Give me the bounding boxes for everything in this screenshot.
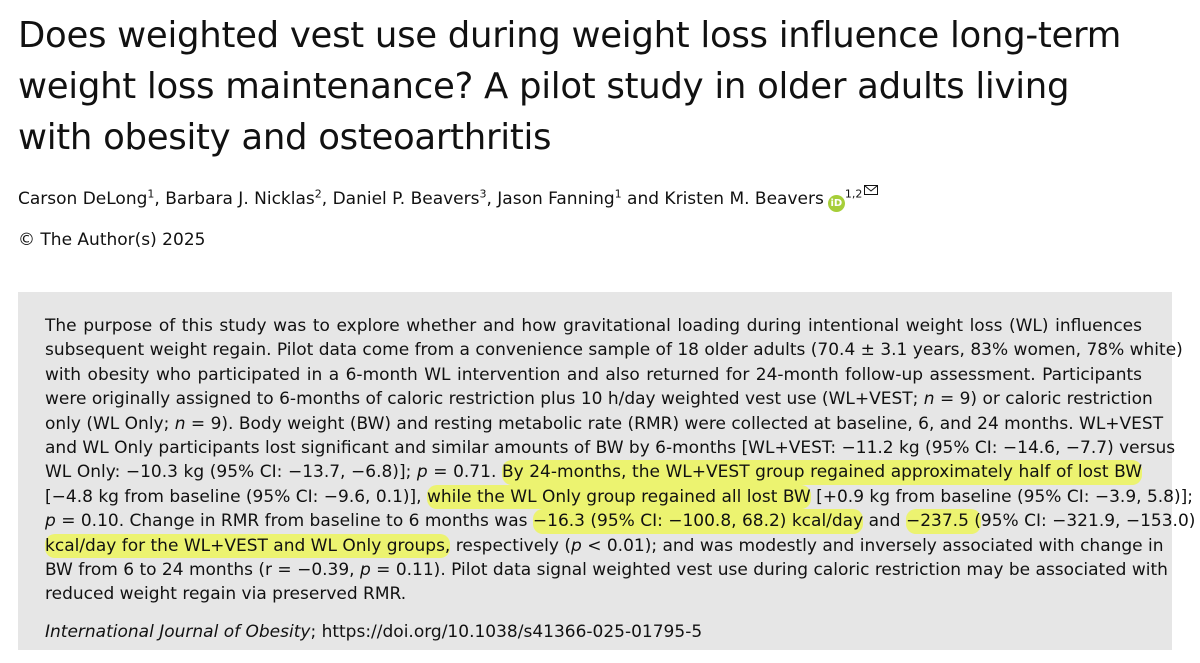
affiliation: 1,2 [844,187,863,201]
title-line: weight loss maintenance? A pilot study i… [18,66,1070,107]
abstract-line: [−4.8 kg from baseline (95% CI: −9.6, 0.… [45,484,1193,510]
abstract-text: = 9). Body weight (BW) and resting metab… [185,413,1164,434]
abstract-text: respectively ( [450,535,572,556]
abstract-text: n [923,389,935,410]
abstract-text: = 0.10. Change in RMR from baseline to 6… [55,511,533,532]
citation: International Journal of Obesity; https:… [45,622,702,642]
abstract-text: BW from 6 to 24 months (r = −0.39, [45,559,360,580]
doi: ; https://doi.org/10.1038/s41366-025-017… [310,622,703,642]
abstract-text: [−4.8 kg from baseline (95% CI: −9.6, 0.… [45,486,427,507]
highlighted-text: while the WL Only group regained all los… [426,484,811,510]
abstract: The purpose of this study was to explore… [45,314,1195,607]
abstract-text: p [571,535,582,556]
abstract-line: WL Only: −10.3 kg (95% CI: −13.7, −6.8)]… [45,460,1142,485]
author-name: , Jason Fanning [486,189,615,209]
abstract-line: subsequent weight regain. Pilot data com… [45,338,1183,362]
affiliation: 1 [614,187,622,201]
abstract-text: and [863,511,906,532]
abstract-line: The purpose of this study was to explore… [45,314,1142,338]
highlighted-text: kcal/day for the WL+VEST and WL Only gro… [45,533,451,558]
orcid-icon: iD [827,195,845,212]
email-icon [864,185,879,195]
abstract-text: and WL Only participants lost significan… [45,437,1176,458]
abstract-text: [+0.9 kg from baseline (95% CI: −3.9, 5.… [810,486,1193,507]
abstract-text: only (WL Only; [45,413,175,434]
abstract-text: n [174,413,186,434]
highlighted-text: By 24-months, the WL+VEST group regained… [501,460,1142,485]
abstract-text: with obesity who participated in a 6-mon… [45,364,1142,385]
author-name: and Kristen M. Beavers [621,189,824,209]
abstract-line: only (WL Only; n = 9). Body weight (BW) … [45,412,1163,436]
affiliation: 3 [479,187,487,201]
abstract-line: and WL Only participants lost significan… [45,436,1175,460]
article-title: Does weighted vest use during weight los… [18,10,1121,163]
copyright: © The Author(s) 2025 [18,230,206,250]
abstract-text: reduced weight regain via preserved RMR. [45,584,407,605]
abstract-text: = 9) or caloric restriction [934,389,1153,410]
abstract-text: WL Only: −10.3 kg (95% CI: −13.7, −6.8)]… [45,462,417,483]
affiliation: 2 [314,187,322,201]
abstract-text: were originally assigned to 6-months of … [45,389,924,410]
affiliation: 1 [147,187,155,201]
abstract-text: p [45,511,56,532]
abstract-text: = 0.11). Pilot data signal weighted vest… [370,559,1168,580]
title-line: with obesity and osteoarthritis [18,117,552,158]
journal: International Journal of Obesity [45,622,311,642]
abstract-text: < 0.01); and was modestly and inversely … [581,535,1164,556]
abstract-line: kcal/day for the WL+VEST and WL Only gro… [45,533,1164,558]
author-name: , Barbara J. Nicklas [154,189,315,209]
highlighted-text: −237.5 ( [905,509,981,534]
abstract-box: The purpose of this study was to explore… [18,292,1195,650]
abstract-text: p [359,559,371,580]
author-list: Carson DeLong1, Barbara J. Nicklas2, Dan… [18,185,879,212]
abstract-line: reduced weight regain via preserved RMR. [45,582,1142,606]
abstract-text: 95% CI: −321.9, −153.0) [980,511,1196,532]
title-line: Does weighted vest use during weight los… [18,15,1121,56]
highlighted-text: −16.3 (95% CI: −100.8, 68.2) kcal/day [532,509,864,534]
author-name: Carson DeLong [18,189,148,209]
abstract-text: subsequent weight regain. Pilot data com… [45,340,1183,361]
abstract-text: The purpose of this study was to explore… [45,316,1142,336]
abstract-line: were originally assigned to 6-months of … [45,387,1153,411]
abstract-line: with obesity who participated in a 6-mon… [45,363,1142,387]
abstract-line: BW from 6 to 24 months (r = −0.39, p = 0… [45,558,1168,582]
abstract-text: = 0.71. [427,462,502,483]
abstract-line: p = 0.10. Change in RMR from baseline to… [45,509,1195,534]
abstract-text: p [416,462,428,483]
author-name: , Daniel P. Beavers [321,189,480,209]
